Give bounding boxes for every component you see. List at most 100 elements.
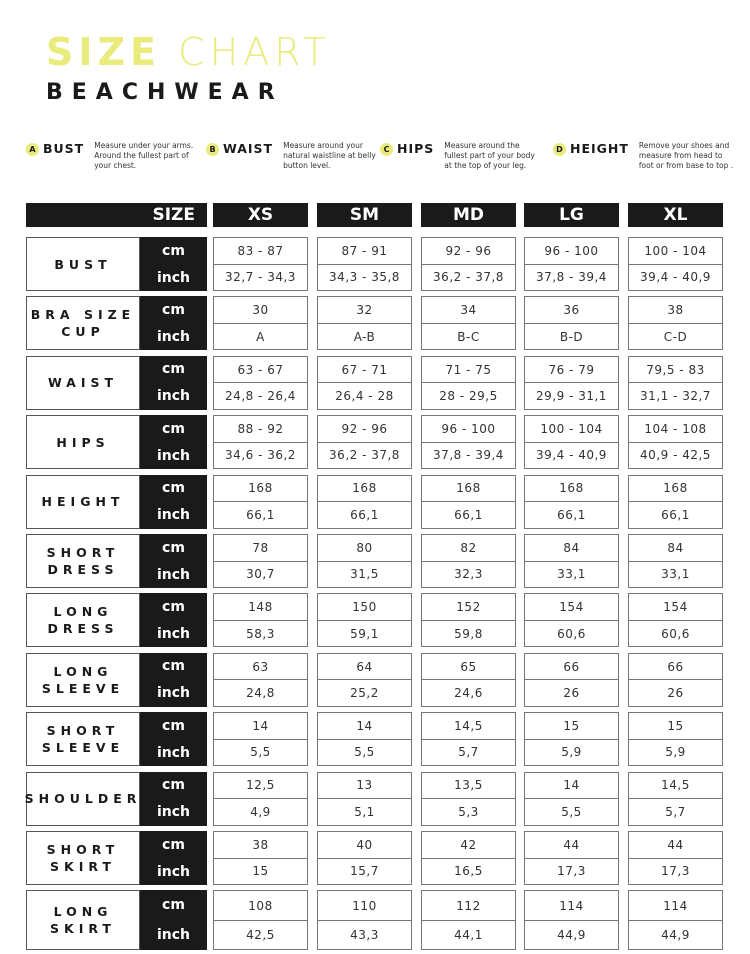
size-cell: 13 5,1 xyxy=(317,771,412,826)
cm-value: 83 - 87 xyxy=(237,243,284,258)
inch-value: 33,1 xyxy=(629,560,722,588)
cm-value: 38 xyxy=(252,837,269,852)
unit-label: cm inch xyxy=(140,355,207,410)
inch-value: C-D xyxy=(629,322,722,350)
cm-value: 14 xyxy=(356,718,373,733)
size-cell: 13,5 5,3 xyxy=(421,771,516,826)
page-subtitle: BEACHWEAR xyxy=(46,80,284,105)
cm-value: 14,5 xyxy=(454,718,483,733)
inch-value: 44,1 xyxy=(422,919,515,950)
inch-value: 66,1 xyxy=(422,501,515,528)
legend-name: HEIGHT xyxy=(570,141,629,156)
cm-value: 168 xyxy=(456,481,481,496)
legend-name: WAIST xyxy=(223,141,274,156)
row-label: BRA SIZE CUP xyxy=(26,296,140,351)
unit-label: cm inch xyxy=(140,831,207,885)
unit-label: cm inch xyxy=(140,474,207,529)
inch-value: A xyxy=(214,322,307,350)
cm-value: 100 - 104 xyxy=(540,421,603,436)
cm-value: 82 xyxy=(460,540,477,555)
cm-value: 38 xyxy=(667,303,684,318)
size-cell: 78 30,7 xyxy=(213,534,308,588)
cm-value: 63 xyxy=(252,659,269,674)
row-label: BUST xyxy=(26,237,140,291)
cm-value: 30 xyxy=(252,303,269,318)
inch-value: 5,5 xyxy=(525,798,618,825)
inch-value: 4,9 xyxy=(214,798,307,825)
size-cell: 152 59,8 xyxy=(421,593,516,648)
cm-value: 65 xyxy=(460,659,477,674)
inch-value: 60,6 xyxy=(629,619,722,647)
inch-value: 17,3 xyxy=(525,857,618,885)
size-cell: 112 44,1 xyxy=(421,890,516,951)
inch-value: 58,3 xyxy=(214,619,307,647)
legend-item-waist: B WAIST Measure around your natural waistl… xyxy=(206,141,383,171)
inch-value: 34,3 - 35,8 xyxy=(318,263,411,291)
cm-value: 168 xyxy=(663,481,688,496)
size-column-header: XL xyxy=(628,203,723,227)
size-cell: 114 44,9 xyxy=(628,890,723,951)
inch-value: 59,1 xyxy=(318,619,411,647)
size-cell: 96 - 100 37,8 - 39,4 xyxy=(421,415,516,470)
size-cell: 100 - 104 39,4 - 40,9 xyxy=(628,237,723,291)
cm-value: 154 xyxy=(559,600,584,615)
inch-value: 25,2 xyxy=(318,679,411,706)
row-label: LONG DRESS xyxy=(26,593,140,648)
cm-value: 34 xyxy=(460,303,477,318)
size-cell: 108 42,5 xyxy=(213,890,308,951)
size-cell: 63 24,8 xyxy=(213,652,308,707)
size-cell: 14,5 5,7 xyxy=(628,771,723,826)
cm-value: 71 - 75 xyxy=(445,362,492,377)
size-cell: 83 - 87 32,7 - 34,3 xyxy=(213,237,308,291)
size-cell: 38 C-D xyxy=(628,296,723,351)
cm-value: 108 xyxy=(248,898,273,913)
cm-value: 13 xyxy=(356,778,373,793)
legend-letter-badge: B xyxy=(206,143,219,156)
size-cell: 88 - 92 34,6 - 36,2 xyxy=(213,415,308,470)
cm-value: 150 xyxy=(352,600,377,615)
size-cell: 150 59,1 xyxy=(317,593,412,648)
size-column-header: XS xyxy=(213,203,308,227)
cm-value: 104 - 108 xyxy=(644,421,707,436)
cm-value: 168 xyxy=(248,481,273,496)
row-label: HEIGHT xyxy=(26,474,140,529)
inch-value: 40,9 - 42,5 xyxy=(629,441,722,469)
inch-value: 34,6 - 36,2 xyxy=(214,441,307,469)
cm-value: 36 xyxy=(563,303,580,318)
size-cell: 44 17,3 xyxy=(628,831,723,885)
inch-value: 24,8 - 26,4 xyxy=(214,382,307,409)
size-column-header: LG xyxy=(524,203,619,227)
size-cell: 168 66,1 xyxy=(317,474,412,529)
page-title: SIZE CHART xyxy=(46,30,332,74)
inch-value: 66,1 xyxy=(214,501,307,528)
size-cell: 92 - 96 36,2 - 37,8 xyxy=(421,237,516,291)
legend-name: HIPS xyxy=(397,141,435,156)
cm-value: 84 xyxy=(667,540,684,555)
inch-value: B-C xyxy=(422,322,515,350)
legend-description: Remove your shoes and measure from head … xyxy=(638,141,734,170)
inch-value: 26 xyxy=(525,679,618,706)
size-cell: 42 16,5 xyxy=(421,831,516,885)
inch-value: 26 xyxy=(629,679,722,706)
inch-value: 31,5 xyxy=(318,560,411,588)
legend-description: Measure around the fullest part of your … xyxy=(444,141,535,170)
inch-value: 59,8 xyxy=(422,619,515,647)
size-cell: 92 - 96 36,2 - 37,8 xyxy=(317,415,412,470)
unit-label: cm inch xyxy=(140,296,207,351)
cm-value: 14,5 xyxy=(661,778,690,793)
size-cell: 100 - 104 39,4 - 40,9 xyxy=(524,415,619,470)
cm-value: 14 xyxy=(563,778,580,793)
size-header: SIZE xyxy=(26,203,207,227)
cm-value: 87 - 91 xyxy=(341,243,388,258)
size-cell: 79,5 - 83 31,1 - 32,7 xyxy=(628,355,723,410)
cm-value: 154 xyxy=(663,600,688,615)
cm-value: 88 - 92 xyxy=(237,421,284,436)
cm-value: 15 xyxy=(667,718,684,733)
cm-value: 112 xyxy=(456,898,481,913)
inch-value: 31,1 - 32,7 xyxy=(629,382,722,409)
size-cell: 114 44,9 xyxy=(524,890,619,951)
cm-value: 84 xyxy=(563,540,580,555)
size-cell: 38 15 xyxy=(213,831,308,885)
cm-value: 148 xyxy=(248,600,273,615)
inch-value: 5,9 xyxy=(629,738,722,766)
